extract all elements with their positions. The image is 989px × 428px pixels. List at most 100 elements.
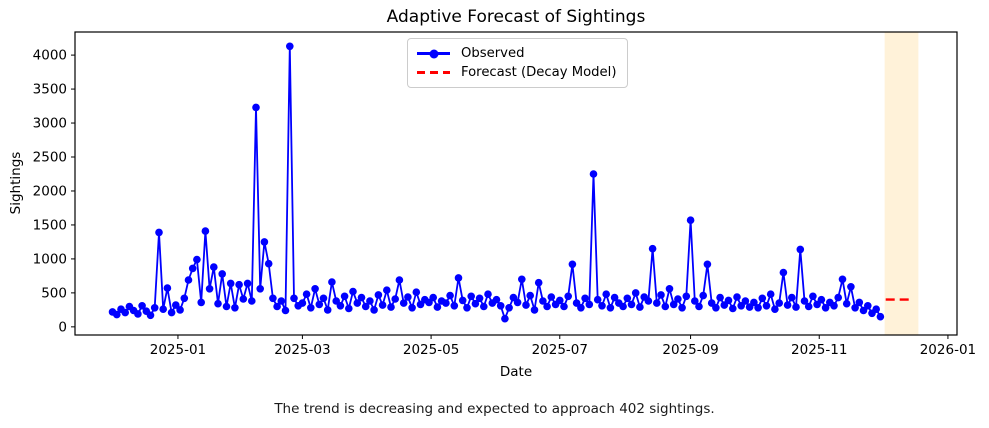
observed-marker: [783, 301, 792, 309]
observed-marker: [226, 279, 235, 288]
observed-marker: [830, 302, 838, 310]
observed-marker: [286, 42, 294, 51]
observed-marker: [771, 305, 779, 314]
observed-marker: [606, 304, 615, 312]
observed-marker: [712, 304, 720, 312]
observed-marker: [231, 304, 239, 312]
observed-marker: [150, 304, 159, 312]
observed-marker: [163, 284, 172, 292]
observed-marker: [357, 293, 366, 302]
observed-marker: [513, 298, 522, 307]
observed-marker: [682, 292, 691, 301]
x-axis-label: Date: [499, 364, 533, 380]
y-tick-label: 1500: [33, 217, 67, 233]
observed-marker: [741, 297, 750, 305]
observed-marker: [307, 304, 315, 312]
observed-marker: [146, 311, 155, 320]
observed-marker: [480, 302, 488, 311]
chart-title: Adaptive Forecast of Sightings: [386, 7, 646, 27]
observed-marker: [273, 302, 281, 311]
observed-marker: [585, 300, 594, 309]
observed-marker: [248, 297, 256, 305]
observed-marker: [669, 300, 678, 309]
observed-marker: [724, 296, 733, 305]
observed-marker: [619, 302, 627, 311]
observed-marker: [361, 302, 370, 311]
forecast-band: [884, 32, 919, 335]
observed-marker: [264, 259, 273, 268]
observed-marker: [530, 306, 539, 314]
observed-marker: [458, 296, 467, 305]
observed-marker: [454, 274, 463, 282]
observed-marker: [345, 304, 353, 313]
observed-marker: [218, 270, 226, 278]
observed-marker: [353, 299, 362, 307]
observed-marker: [446, 291, 454, 300]
observed-marker: [442, 299, 450, 307]
observed-marker: [534, 278, 543, 287]
x-tick-label: 2025-03: [274, 342, 330, 358]
observed-marker: [315, 300, 324, 309]
figure-caption: The trend is decreasing and expected to …: [274, 401, 715, 417]
observed-marker: [290, 294, 298, 303]
x-tick-label: 2025-07: [532, 342, 588, 358]
observed-marker: [340, 292, 349, 301]
observed-marker: [323, 306, 332, 314]
observed-marker: [526, 291, 534, 300]
observed-marker: [134, 310, 142, 318]
observed-marker: [471, 299, 480, 308]
observed-marker: [602, 290, 610, 299]
observed-marker: [366, 297, 374, 305]
observed-marker: [501, 314, 509, 323]
observed-marker: [766, 290, 775, 299]
observed-marker: [665, 285, 674, 293]
observed-marker: [851, 304, 859, 312]
observed-marker: [176, 306, 184, 314]
observed-marker: [184, 276, 193, 284]
x-tick-label: 2025-01: [150, 342, 206, 358]
observed-marker: [518, 275, 526, 284]
x-tick-label: 2026-01: [920, 342, 976, 358]
observed-marker: [821, 304, 830, 312]
observed-marker: [281, 306, 290, 315]
observed-marker: [855, 298, 864, 307]
observed-marker: [113, 310, 121, 319]
observed-marker: [159, 305, 167, 314]
observed-marker: [260, 238, 269, 246]
observed-marker: [277, 297, 286, 305]
legend-label-forecast: Forecast (Decay Model): [461, 65, 617, 80]
observed-marker: [847, 283, 855, 291]
observed-marker: [674, 295, 682, 303]
observed-marker: [729, 304, 737, 313]
observed-marker: [399, 299, 408, 307]
observed-marker: [589, 170, 598, 178]
observed-marker: [239, 295, 248, 303]
observed-marker: [463, 304, 471, 312]
observed-marker: [817, 295, 826, 304]
observed-marker: [864, 302, 872, 310]
observed-marker: [653, 299, 661, 307]
observed-marker: [623, 294, 632, 303]
observed-marker: [876, 312, 885, 321]
observed-line-icon: [417, 49, 450, 58]
observed-marker: [205, 285, 214, 293]
observed-marker: [496, 302, 505, 310]
observed-marker: [842, 299, 851, 308]
observed-marker: [800, 297, 809, 305]
legend[interactable]: Observed Forecast (Decay Model): [407, 38, 628, 88]
observed-marker: [193, 255, 201, 264]
observed-marker: [235, 280, 243, 289]
observed-marker: [256, 285, 265, 293]
observed-marker: [564, 292, 572, 301]
observed-marker: [779, 268, 788, 277]
observed-marker: [547, 293, 556, 301]
observed-marker: [269, 294, 277, 303]
observed-marker: [319, 294, 328, 303]
observed-marker: [644, 297, 653, 305]
observed-marker: [838, 275, 847, 284]
observed-marker: [210, 263, 218, 271]
observed-marker: [581, 294, 589, 303]
observed-marker: [302, 290, 311, 299]
legend-item-observed: Observed: [417, 44, 618, 63]
